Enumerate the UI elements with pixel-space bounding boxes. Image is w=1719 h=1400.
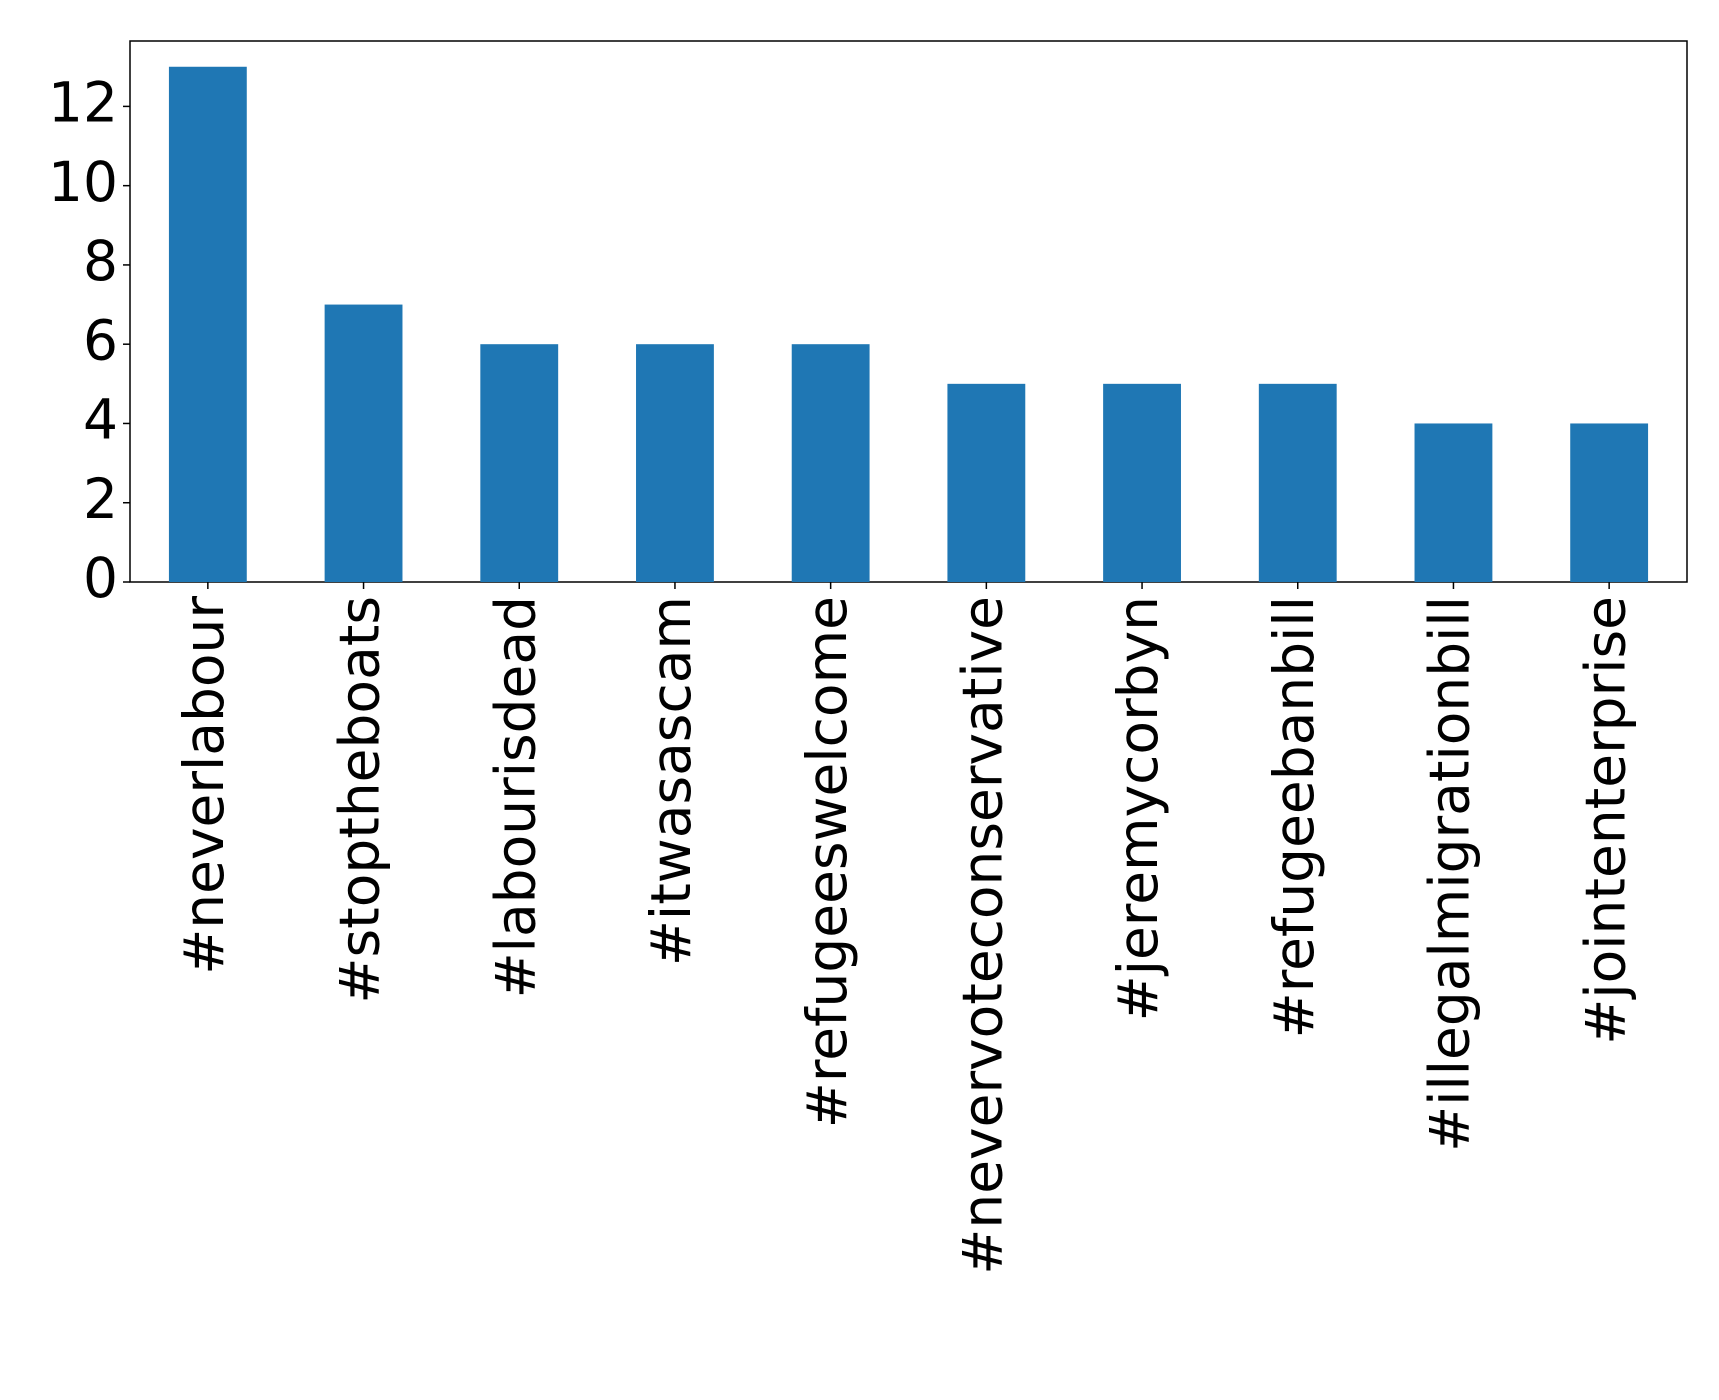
x-tick-label: #refugeebanbill	[1262, 596, 1326, 1038]
bar	[636, 344, 714, 582]
y-tick-label: 12	[48, 71, 118, 135]
bar	[1414, 423, 1493, 582]
bar	[1570, 423, 1649, 582]
y-tick-label: 6	[83, 308, 118, 372]
bar	[168, 66, 247, 582]
x-tick-label: #illegalmigrationbill	[1418, 596, 1482, 1152]
x-tick-label: #jeremycorbyn	[1106, 596, 1170, 1021]
y-tick-label: 8	[83, 229, 118, 293]
x-tick-label: #stoptheboats	[328, 596, 392, 1004]
x-tick-label: #itwasascam	[639, 596, 703, 966]
x-tick-label: #nevervoteconservative	[950, 596, 1014, 1275]
y-tick-label: 10	[48, 150, 118, 214]
y-tick-label: 2	[83, 467, 118, 531]
bar	[791, 344, 870, 582]
bar	[947, 383, 1026, 582]
bar	[1103, 383, 1181, 582]
bar	[1258, 383, 1337, 582]
plot-frame	[129, 40, 1688, 583]
x-tick-label: #jointenterprise	[1573, 596, 1637, 1045]
y-tick-label: 4	[83, 388, 118, 452]
bar	[324, 304, 403, 582]
x-tick-label: #neverlabour	[172, 596, 236, 975]
x-tick-label: #labourisdead	[483, 596, 547, 998]
x-tick-label: #refugeeswelcome	[795, 596, 859, 1128]
bar	[480, 344, 559, 582]
y-tick-label: 0	[83, 546, 118, 610]
